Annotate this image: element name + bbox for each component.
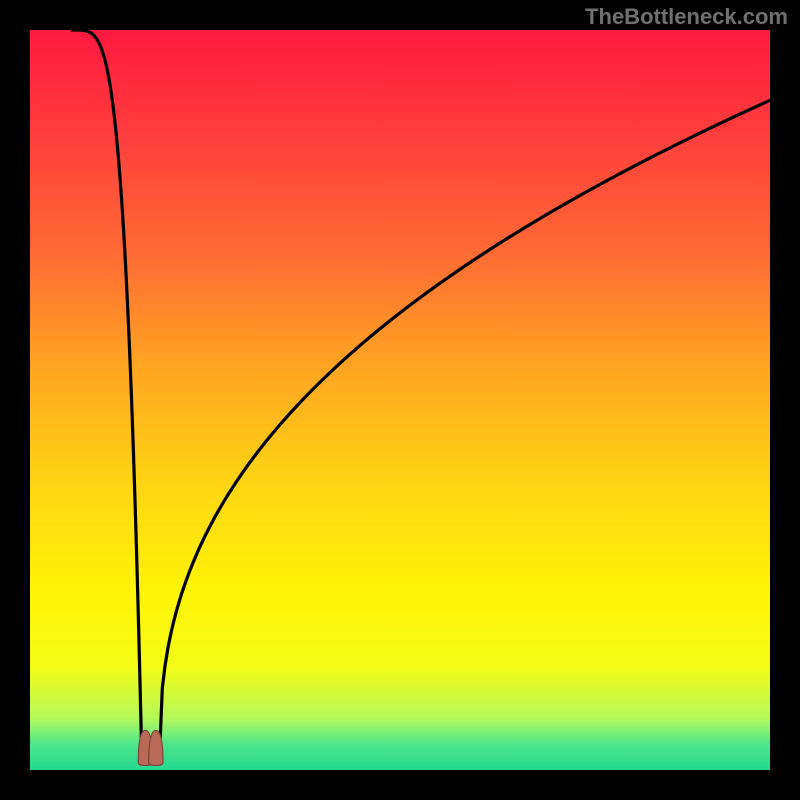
watermark-label: TheBottleneck.com xyxy=(585,4,788,30)
chart-frame: TheBottleneck.com xyxy=(0,0,800,800)
bottleneck-chart xyxy=(0,0,800,800)
